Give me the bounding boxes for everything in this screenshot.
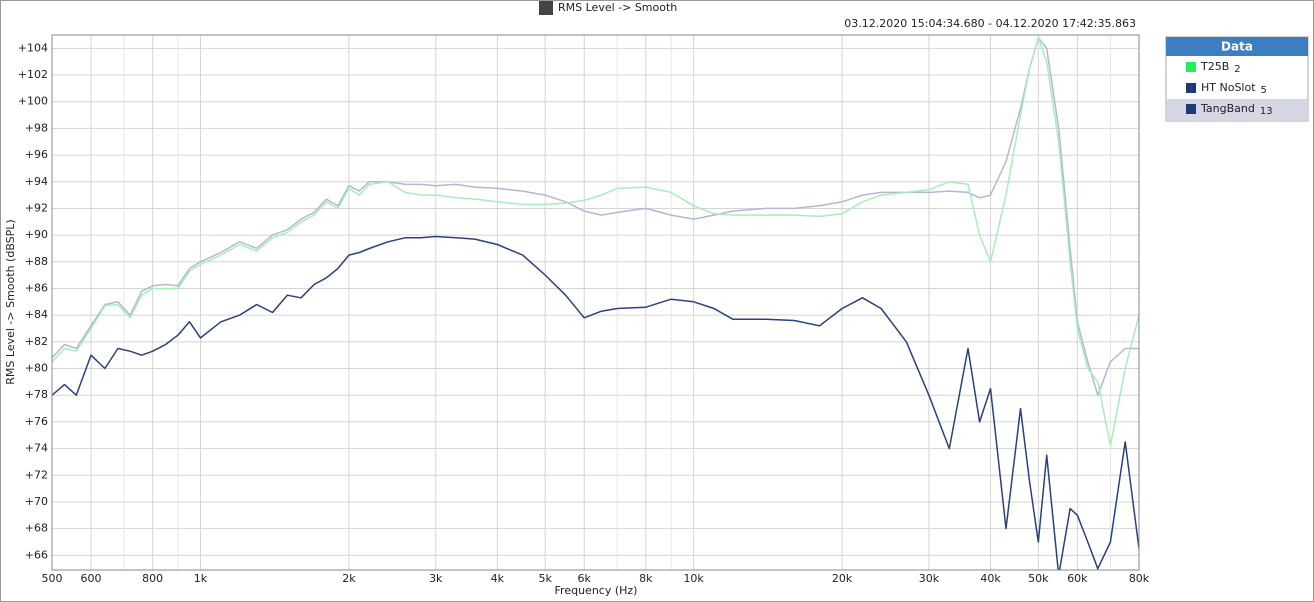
y-tick-label: +92 <box>25 201 48 214</box>
x-tick-label: 4k <box>491 572 505 585</box>
legend-label: TangBand <box>1200 102 1255 115</box>
x-tick-label: 1k <box>194 572 208 585</box>
x-tick-label: 6k <box>578 572 592 585</box>
y-tick-label: +98 <box>25 121 48 134</box>
y-tick-label: +94 <box>25 175 48 188</box>
y-tick-label: +100 <box>18 95 48 108</box>
series-line <box>52 235 1139 570</box>
plot-frame <box>51 34 1140 571</box>
legend-swatch <box>1186 62 1196 72</box>
legend-selected-row <box>1167 99 1307 120</box>
x-tick-label: 2k <box>342 572 356 585</box>
legend-title: Data <box>1221 40 1253 54</box>
series-line <box>52 36 1139 396</box>
legend-swatch <box>1186 104 1196 114</box>
x-tick-label: 30k <box>919 572 940 585</box>
legend-number: 2 <box>1234 64 1240 75</box>
legend-label: HT NoSlot <box>1201 81 1256 94</box>
y-tick-label: +96 <box>25 148 48 161</box>
legend-swatch <box>1186 83 1196 93</box>
y-tick-label: +88 <box>25 255 48 268</box>
y-tick-label: +68 <box>25 522 48 535</box>
chart-title: RMS Level -> Smooth <box>558 1 677 14</box>
y-tick-label: +70 <box>25 495 48 508</box>
legend-number: 5 <box>1261 85 1267 96</box>
x-tick-label: 40k <box>980 572 1001 585</box>
x-tick-label: 20k <box>832 572 853 585</box>
y-tick-label: +102 <box>18 68 48 81</box>
y-tick-label: +90 <box>25 228 48 241</box>
x-tick-label: 60k <box>1067 572 1088 585</box>
y-tick-label: +82 <box>25 335 48 348</box>
y-axis-label: RMS Level -> Smooth (dBSPL) <box>4 219 17 384</box>
x-axis-label: Frequency (Hz) <box>555 584 638 597</box>
x-tick-label: 10k <box>683 572 704 585</box>
x-tick-label: 8k <box>639 572 653 585</box>
fx-icon <box>539 1 553 15</box>
x-tick-label: 800 <box>142 572 163 585</box>
y-tick-label: +84 <box>25 308 48 321</box>
y-tick-label: +66 <box>25 548 48 561</box>
legend-label: T25B <box>1200 60 1229 73</box>
y-tick-label: +86 <box>25 281 48 294</box>
chart-subtitle: 03.12.2020 15:04:34.680 - 04.12.2020 17:… <box>844 17 1136 30</box>
y-tick-label: +74 <box>25 442 48 455</box>
series-line <box>52 36 1139 447</box>
x-tick-label: 5k <box>538 572 552 585</box>
y-tick-label: +78 <box>25 388 48 401</box>
x-tick-label: 50k <box>1028 572 1049 585</box>
legend-number: 13 <box>1260 106 1273 117</box>
x-tick-label: 600 <box>81 572 102 585</box>
y-tick-label: +104 <box>18 41 48 54</box>
y-tick-label: +72 <box>25 468 48 481</box>
x-tick-label: 3k <box>429 572 443 585</box>
x-tick-label: 80k <box>1129 572 1150 585</box>
legend-header <box>1166 37 1308 56</box>
y-tick-label: +80 <box>25 362 48 375</box>
x-tick-label: 500 <box>42 572 63 585</box>
y-tick-label: +76 <box>25 415 48 428</box>
